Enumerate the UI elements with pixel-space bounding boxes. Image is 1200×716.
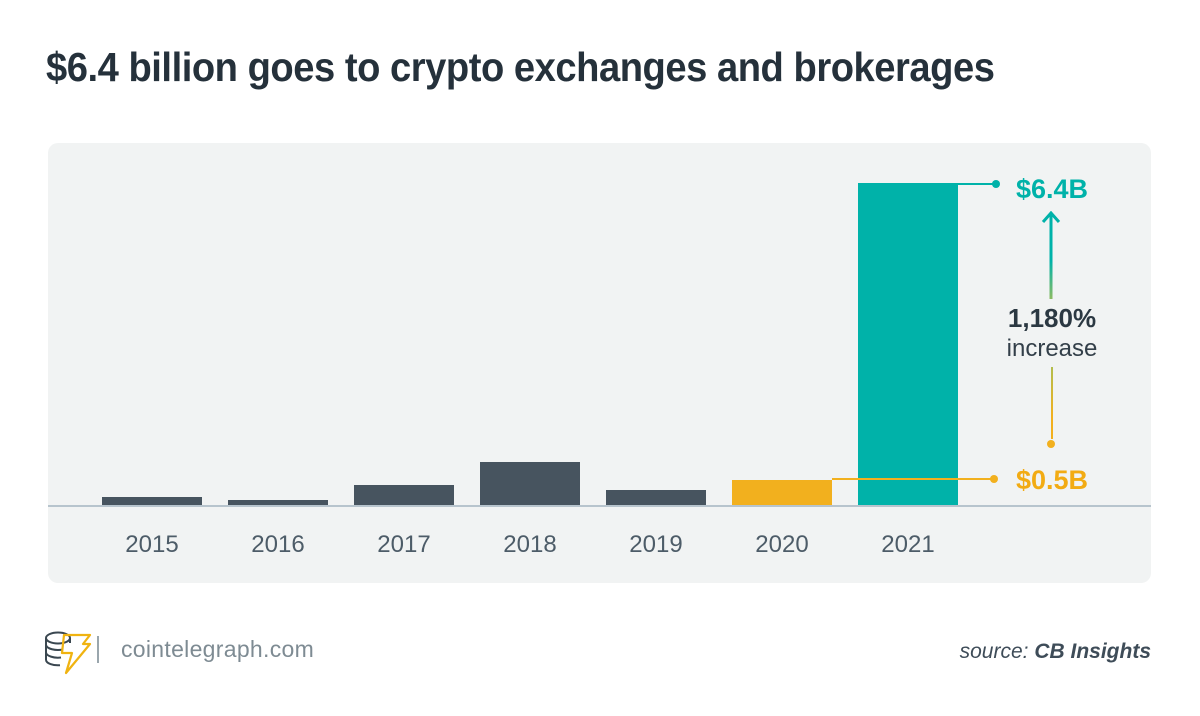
x-label-2021: 2021 <box>881 531 935 558</box>
bar-2017 <box>354 485 454 505</box>
base-value-label: $0.5B <box>1015 465 1089 495</box>
bar-2018 <box>480 462 580 505</box>
x-label-2020: 2020 <box>755 531 809 558</box>
max-value-label: $6.4B <box>1015 174 1089 204</box>
chart-title: $6.4 billion goes to crypto exchanges an… <box>46 44 995 90</box>
x-label-2016: 2016 <box>251 531 305 558</box>
x-axis-line <box>48 505 1151 507</box>
teal-connector-dot <box>992 180 1000 188</box>
chart-panel: 2015 2016 2017 2018 2019 2020 2021 $6.4B 1,180… <box>48 143 1151 583</box>
bar-2016 <box>228 500 328 505</box>
x-label-2019: 2019 <box>629 531 683 558</box>
bar-2019 <box>606 490 706 505</box>
footer-source: source: CB Insights <box>960 640 1151 664</box>
source-name: CB Insights <box>1034 640 1151 663</box>
yellow-connector-dot <box>990 475 998 483</box>
bar-2020 <box>732 480 832 505</box>
teal-connector-line <box>958 183 996 185</box>
x-label-2018: 2018 <box>503 531 557 558</box>
yellow-vertical-dot <box>1047 440 1055 448</box>
footer-site-text: cointelegraph.com <box>121 636 315 662</box>
bar-2015 <box>102 497 202 505</box>
percent-change-word: increase <box>1006 335 1098 362</box>
bar-2021 <box>858 183 958 505</box>
source-prefix: source: <box>959 640 1035 663</box>
yellow-vertical-line <box>1051 367 1053 439</box>
x-label-2015: 2015 <box>125 531 179 558</box>
percent-change-value: 1,180% <box>1007 303 1097 333</box>
arrow-up-icon <box>1041 211 1061 299</box>
footer-divider <box>97 636 99 663</box>
x-label-2017: 2017 <box>377 531 431 558</box>
yellow-connector-line <box>832 478 994 480</box>
cointelegraph-logo-icon <box>45 631 92 675</box>
